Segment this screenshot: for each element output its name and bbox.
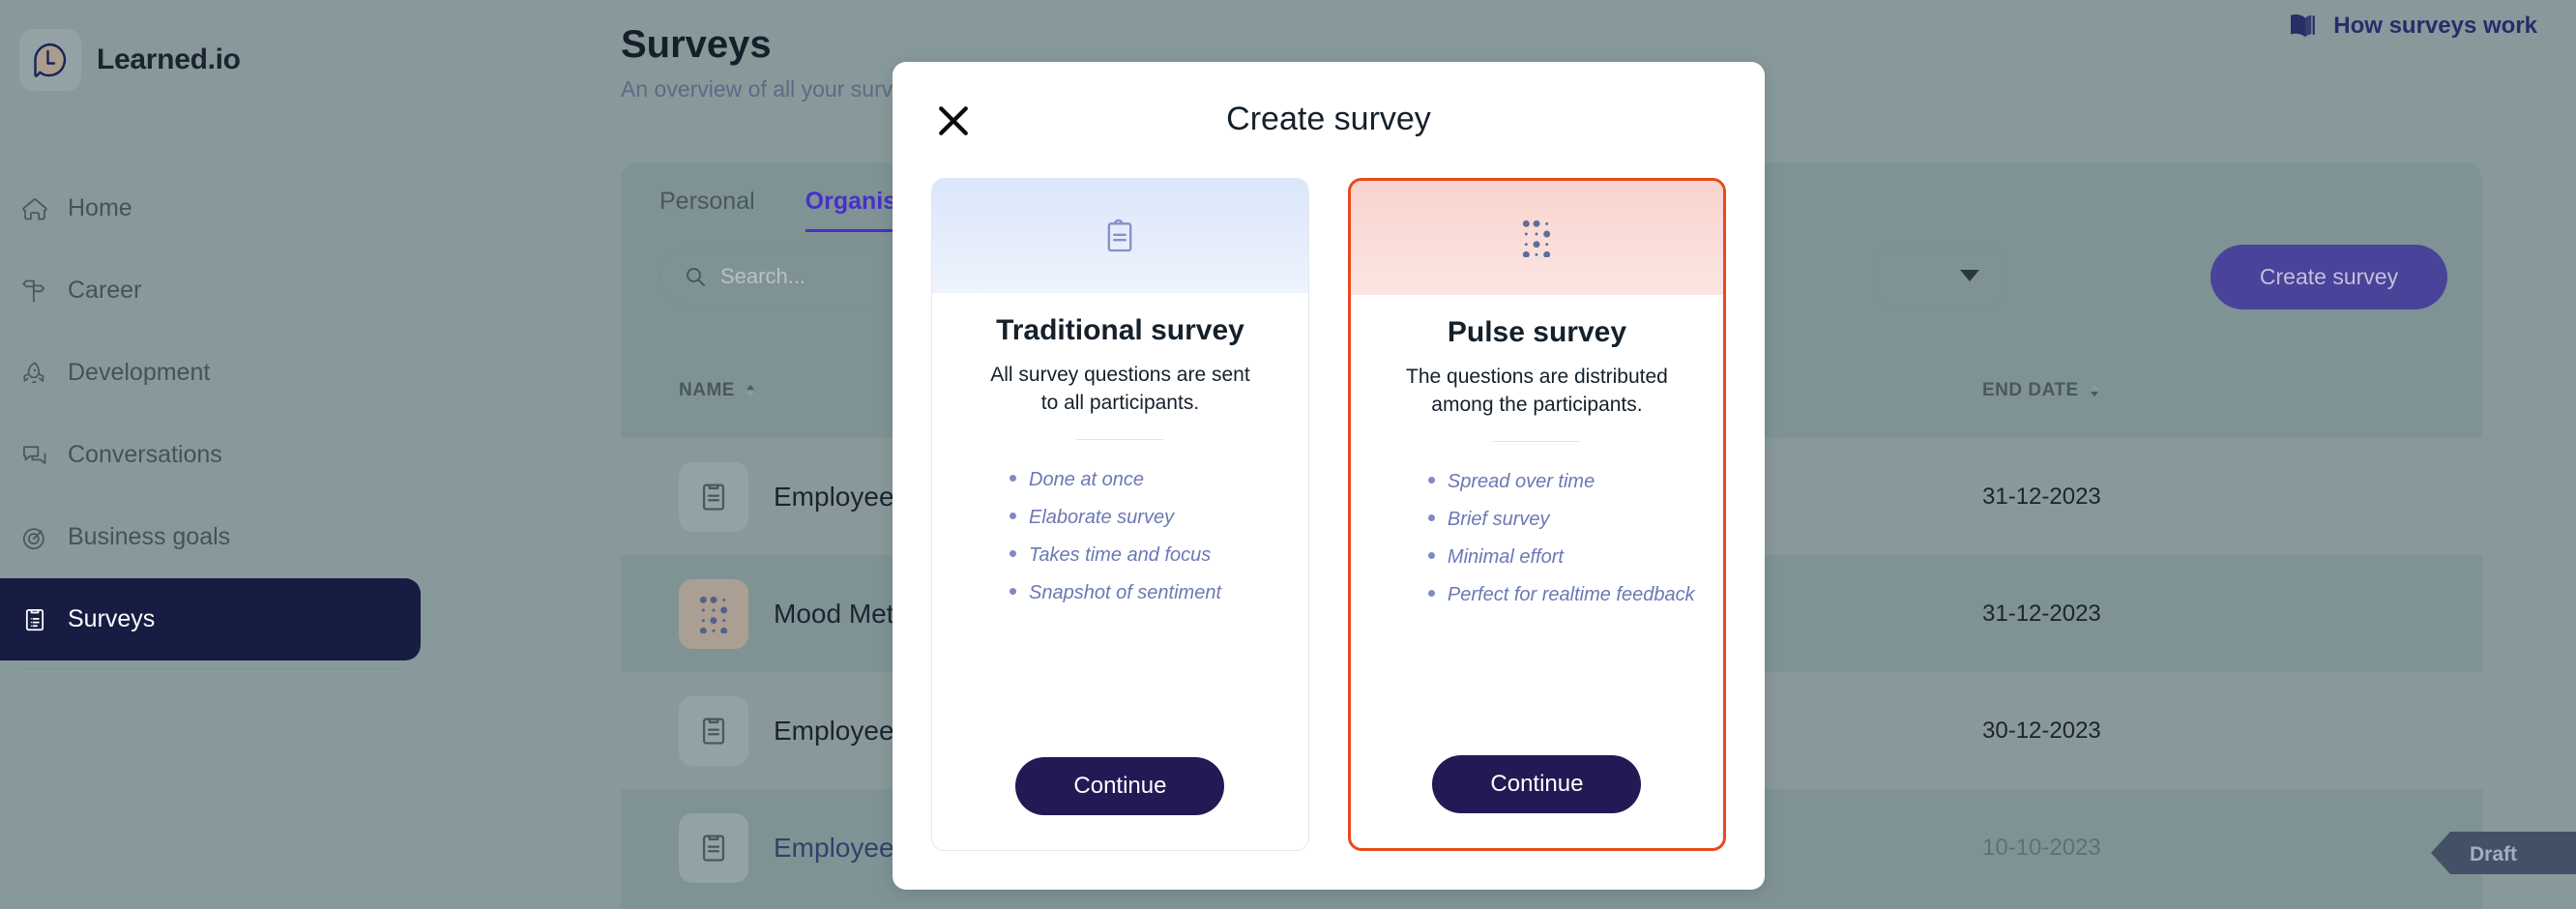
svg-text:Draft: Draft: [2470, 843, 2517, 865]
